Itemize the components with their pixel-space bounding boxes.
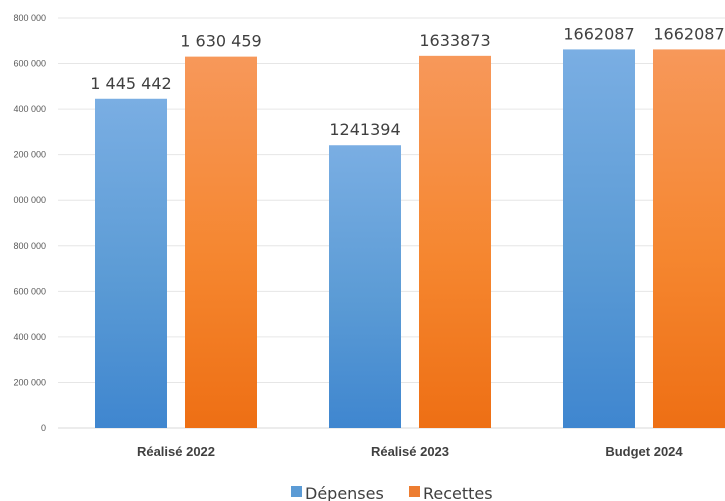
data-label: 1 630 459	[180, 32, 261, 51]
data-label: 1241394	[329, 120, 400, 139]
x-tick-label: Réalisé 2023	[371, 444, 449, 459]
legend-swatch-recettes	[409, 486, 420, 497]
y-tick-label: 400 000	[13, 332, 46, 342]
legend: Dépenses Recettes	[291, 484, 493, 501]
y-tick-label: 600 000	[13, 59, 46, 69]
bar-recettes	[653, 49, 725, 429]
x-axis-labels: Réalisé 2022 Réalisé 2023 Budget 2024	[137, 444, 683, 459]
y-tick-label: 200 000	[13, 377, 46, 387]
bar-depenses	[563, 49, 635, 429]
x-tick-label: Budget 2024	[605, 444, 683, 459]
y-tick-label: 000 000	[13, 195, 46, 205]
y-tick-label: 800 000	[13, 241, 46, 251]
y-axis-ticks: 0 200 000 400 000 600 000 800 000 000 000 200 …	[13, 13, 46, 433]
bar-recettes	[185, 56, 257, 428]
data-label: 1 445 442	[90, 74, 171, 93]
legend-label-recettes: Recettes	[423, 484, 493, 501]
legend-label-depenses: Dépenses	[305, 484, 384, 501]
legend-swatch-depenses	[291, 486, 302, 497]
y-tick-label: 200 000	[13, 150, 46, 160]
data-labels: 1 445 442 1 630 459 1241394 1633873 1662087 1…	[90, 24, 724, 139]
y-tick-label: 400 000	[13, 104, 46, 114]
data-label: 1633873	[419, 31, 490, 50]
y-tick-label: 600 000	[13, 286, 46, 296]
y-tick-label: 800 000	[13, 13, 46, 23]
y-tick-label: 0	[41, 423, 46, 433]
data-label: 1662087	[563, 24, 634, 43]
x-tick-label: Réalisé 2022	[137, 444, 215, 459]
bar-recettes	[419, 55, 491, 429]
bar-depenses	[95, 98, 167, 428]
bars	[95, 49, 725, 429]
data-label: 1662087	[653, 24, 724, 43]
bar-depenses	[329, 145, 401, 428]
